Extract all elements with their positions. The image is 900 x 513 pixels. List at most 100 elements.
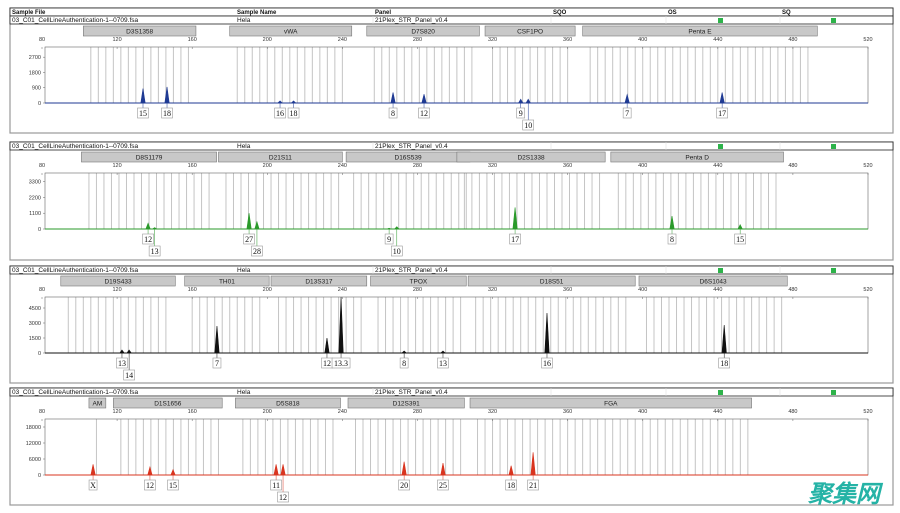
allele-call-box <box>398 479 410 491</box>
x-tick-label: 320 <box>488 37 497 43</box>
allele-call-label: 13.3 <box>334 359 348 368</box>
peak-20 <box>401 461 407 476</box>
allele-call-label: 12 <box>144 235 152 244</box>
peak-13.3 <box>338 296 344 354</box>
marker-FGA <box>469 397 752 409</box>
y-tick-label: 1500 <box>29 336 41 342</box>
marker-label: Penta D <box>685 155 709 162</box>
allele-call-label: 12 <box>279 493 287 502</box>
allele-call-label: 15 <box>139 109 147 118</box>
allele-call-box <box>148 245 161 257</box>
allele-call-label: 9 <box>519 109 523 118</box>
allele-call-box <box>418 107 430 119</box>
marker-label: AM <box>93 401 103 408</box>
allele-call-box <box>516 107 526 119</box>
x-tick-label: 200 <box>263 163 272 169</box>
allele-call-label: 18 <box>163 109 171 118</box>
channel-panel-4: 03_C01_CellLineAuthentication-1--0709.fs… <box>9 387 894 506</box>
allele-call-label: 7 <box>215 359 219 368</box>
peak-27 <box>246 213 252 230</box>
allele-call-box <box>274 107 286 119</box>
y-tick-label: 12000 <box>26 441 41 447</box>
allele-call-box <box>161 107 173 119</box>
x-tick-label: 80 <box>39 163 45 169</box>
x-tick-label: 520 <box>863 163 872 169</box>
peak-X <box>90 464 96 476</box>
marker-vWA <box>229 25 353 37</box>
x-tick-label: 160 <box>188 37 197 43</box>
allele-call-label: 27 <box>245 235 253 244</box>
plot-area <box>44 172 869 230</box>
allele-call-label: 10 <box>393 247 401 256</box>
allele-call-box <box>437 357 449 369</box>
x-tick-label: 480 <box>788 163 797 169</box>
marker-TH01 <box>184 275 270 287</box>
allele-call-label: 12 <box>420 109 428 118</box>
column-header: SQ <box>782 10 791 16</box>
sq-flag-icon <box>831 18 836 23</box>
allele-call-label: 13 <box>151 247 159 256</box>
sample-row <box>9 15 894 25</box>
x-tick-label: 120 <box>112 37 121 43</box>
marker-label: D12S391 <box>393 401 420 408</box>
allele-call-box <box>251 245 263 257</box>
x-tick-label: 280 <box>413 409 422 415</box>
y-tick-label: 0 <box>38 473 41 479</box>
peak-16 <box>544 312 550 354</box>
marker-CSF1PO <box>484 25 576 37</box>
marker-D3S1358 <box>83 25 197 37</box>
x-tick-label: 320 <box>488 163 497 169</box>
x-tick-label: 80 <box>39 287 45 293</box>
peak-14 <box>126 349 132 354</box>
marker-D6S1043 <box>638 275 788 287</box>
allele-call-box <box>116 357 128 369</box>
allele-call-label: 7 <box>625 109 629 118</box>
peak-12 <box>324 337 330 354</box>
allele-call-label: 8 <box>391 109 395 118</box>
x-tick-label: 400 <box>638 37 647 43</box>
allele-call-box <box>212 357 222 369</box>
allele-call-label: 17 <box>718 109 726 118</box>
allele-call-label: 8 <box>670 235 674 244</box>
marker-D8S1179 <box>81 151 217 163</box>
peak-17 <box>719 92 725 104</box>
peak-25 <box>440 462 446 476</box>
allele-call-label: 28 <box>253 247 261 256</box>
peak-11 <box>273 464 279 476</box>
y-tick-label: 0 <box>38 101 41 107</box>
marker-D2S1338 <box>456 151 606 163</box>
allele-call-box <box>331 357 351 369</box>
marker-D1S1656 <box>113 397 223 409</box>
peak-12 <box>147 465 153 476</box>
x-tick-label: 480 <box>788 37 797 43</box>
y-tick-label: 1800 <box>29 70 41 76</box>
marker-Penta D <box>610 151 784 163</box>
allele-call-label: 8 <box>402 359 406 368</box>
marker-D5S818 <box>235 397 341 409</box>
x-tick-label: 400 <box>638 163 647 169</box>
sample-name: Hela <box>237 143 251 150</box>
marker-label: D2S1338 <box>517 155 544 162</box>
channel-panel-3: 03_C01_CellLineAuthentication-1--0709.fs… <box>9 265 894 384</box>
allele-call-label: 9 <box>387 235 391 244</box>
y-tick-label: 2700 <box>29 55 41 61</box>
allele-call-box <box>137 107 149 119</box>
x-tick-label: 480 <box>788 287 797 293</box>
sample-file: 03_C01_CellLineAuthentication-1--0709.fs… <box>12 389 138 396</box>
peak-7 <box>214 325 220 354</box>
marker-label: D16S539 <box>395 155 422 162</box>
allele-call-label: 18 <box>507 481 515 490</box>
allele-call-box <box>144 479 156 491</box>
allele-call-label: 15 <box>169 481 177 490</box>
y-tick-label: 1100 <box>29 211 41 217</box>
peak-16 <box>277 100 284 104</box>
peak-15 <box>170 468 176 476</box>
sq-flag-icon <box>831 390 836 395</box>
marker-D19S433 <box>60 275 176 287</box>
x-tick-label: 360 <box>563 409 572 415</box>
panel-name: 21Plex_STR_Panel_v0.4 <box>375 143 448 150</box>
x-tick-label: 240 <box>338 409 347 415</box>
marker-label: D3S1358 <box>126 29 153 36</box>
allele-call-box <box>718 357 731 369</box>
